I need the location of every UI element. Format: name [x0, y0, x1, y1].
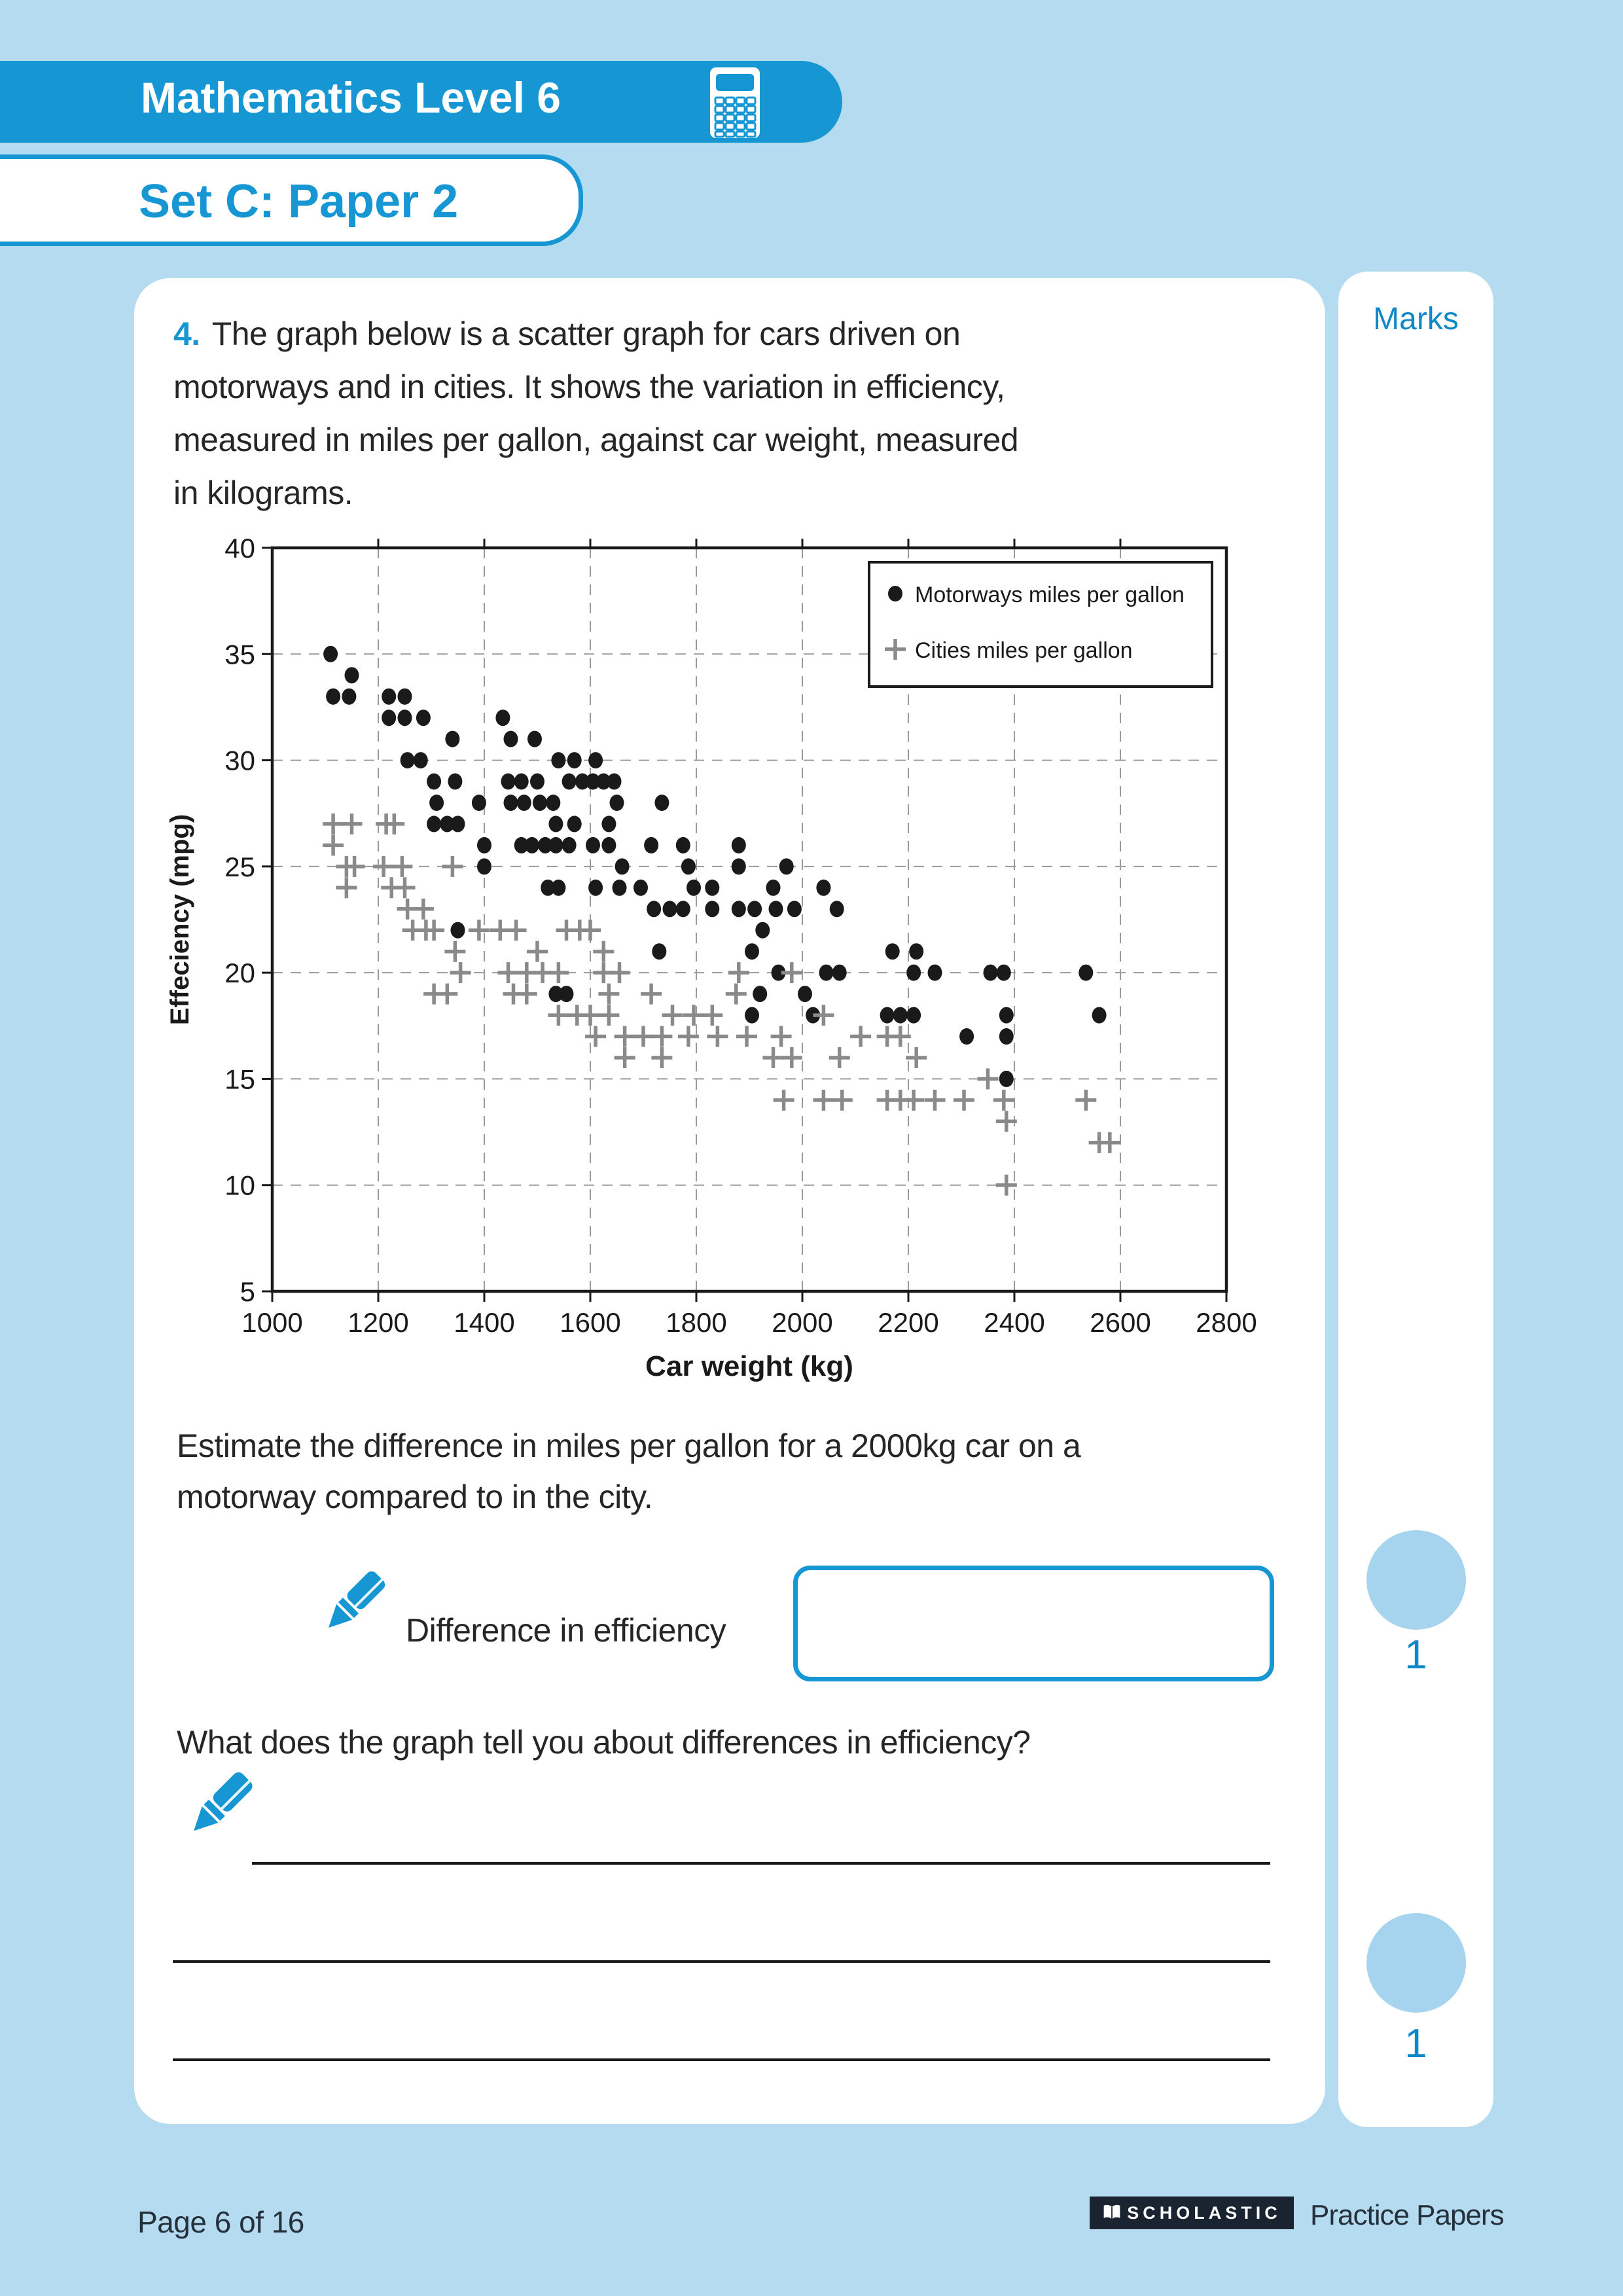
svg-text:1000: 1000 — [241, 1307, 302, 1338]
page-title: Mathematics Level 6 — [141, 73, 561, 122]
pencil-icon — [175, 1770, 264, 1862]
x-axis-title: Car weight (kg) — [645, 1350, 853, 1382]
svg-text:Motorways miles per gallon: Motorways miles per gallon — [915, 583, 1185, 607]
svg-text:30: 30 — [224, 745, 255, 776]
svg-text:1800: 1800 — [666, 1307, 726, 1338]
estimate-text: Estimate the difference in miles per gal… — [177, 1427, 1081, 1515]
question-text: 4. The graph below is a scatter graph for… — [173, 308, 1155, 520]
answer-line[interactable] — [173, 2058, 1270, 2061]
gridlines — [272, 548, 1226, 1291]
axis-ticks — [262, 539, 1228, 1302]
svg-text:5: 5 — [240, 1276, 255, 1307]
svg-text:2200: 2200 — [878, 1307, 938, 1338]
x-tick-labels: 1000 1200 1400 1600 1800 2000 2200 2400 2600 2800 — [241, 1307, 1257, 1338]
question-number: 4. — [173, 315, 200, 352]
answer-line[interactable] — [173, 1960, 1270, 1963]
mark-circle — [1366, 1530, 1466, 1630]
scholastic-logo: SCHOLASTIC — [1090, 2197, 1294, 2229]
page-number: Page 6 of 16 — [137, 2205, 304, 2239]
y-axis-title: Effeciency (mpg) — [166, 814, 194, 1025]
svg-text:2800: 2800 — [1196, 1307, 1257, 1338]
legend-plus-marker — [885, 639, 906, 660]
svg-text:35: 35 — [224, 639, 255, 670]
legend-dot-marker — [888, 586, 902, 601]
mark-value: 1 — [1404, 1632, 1427, 1677]
svg-text:15: 15 — [224, 1064, 255, 1094]
question-line: in kilograms. — [173, 475, 353, 511]
followup-question: What does the graph tell you about diffe… — [177, 1724, 1031, 1761]
svg-text:40: 40 — [224, 533, 255, 564]
svg-text:1400: 1400 — [454, 1307, 514, 1338]
open-book-icon — [1103, 2204, 1120, 2219]
svg-text:1600: 1600 — [560, 1307, 620, 1338]
calculator-icon — [709, 66, 761, 143]
chart-legend: Motorways miles per gallon Cities miles p… — [868, 561, 1213, 688]
answer-line[interactable] — [252, 1862, 1270, 1865]
scatter-chart: 5 10 15 20 25 30 35 40 1000 1200 1400 1600 1800 2000 2… — [166, 533, 1257, 1382]
svg-text:1200: 1200 — [348, 1307, 408, 1338]
svg-text:2600: 2600 — [1090, 1307, 1150, 1338]
series-cities — [323, 813, 1120, 1196]
mark-value: 1 — [1404, 2021, 1427, 2066]
plot-border — [270, 546, 1228, 1293]
svg-text:25: 25 — [224, 852, 255, 882]
series-label: Practice Papers — [1310, 2199, 1505, 2231]
paper-set-banner: Set C: Paper 2 — [0, 154, 583, 246]
svg-text:20: 20 — [224, 958, 255, 988]
header-banner: Mathematics Level 6 — [0, 61, 842, 143]
answer-box[interactable] — [793, 1566, 1274, 1681]
question-line: 4. The graph below is a scatter graph for… — [173, 315, 961, 352]
svg-text:10: 10 — [224, 1170, 255, 1201]
svg-text:2400: 2400 — [984, 1307, 1044, 1338]
answer-label: Difference in efficiency — [406, 1612, 726, 1649]
svg-text:2000: 2000 — [772, 1307, 832, 1338]
y-tick-labels: 5 10 15 20 25 30 35 40 — [224, 533, 255, 1307]
question-line: motorways and in cities. It shows the va… — [173, 368, 1005, 405]
mark-circle — [1366, 1913, 1466, 2013]
marks-title: Marks — [1373, 302, 1459, 336]
marks-panel: Marks 1 1 — [1338, 272, 1493, 2127]
svg-text:Cities miles per gallon: Cities miles per gallon — [915, 638, 1133, 663]
pencil-icon — [311, 1570, 396, 1658]
question-line: measured in miles per gallon, against ca… — [173, 422, 1019, 458]
series-motorways — [323, 645, 1107, 1087]
scholastic-wordmark: SCHOLASTIC — [1127, 2202, 1281, 2223]
paper-set-label: Set C: Paper 2 — [139, 175, 459, 228]
